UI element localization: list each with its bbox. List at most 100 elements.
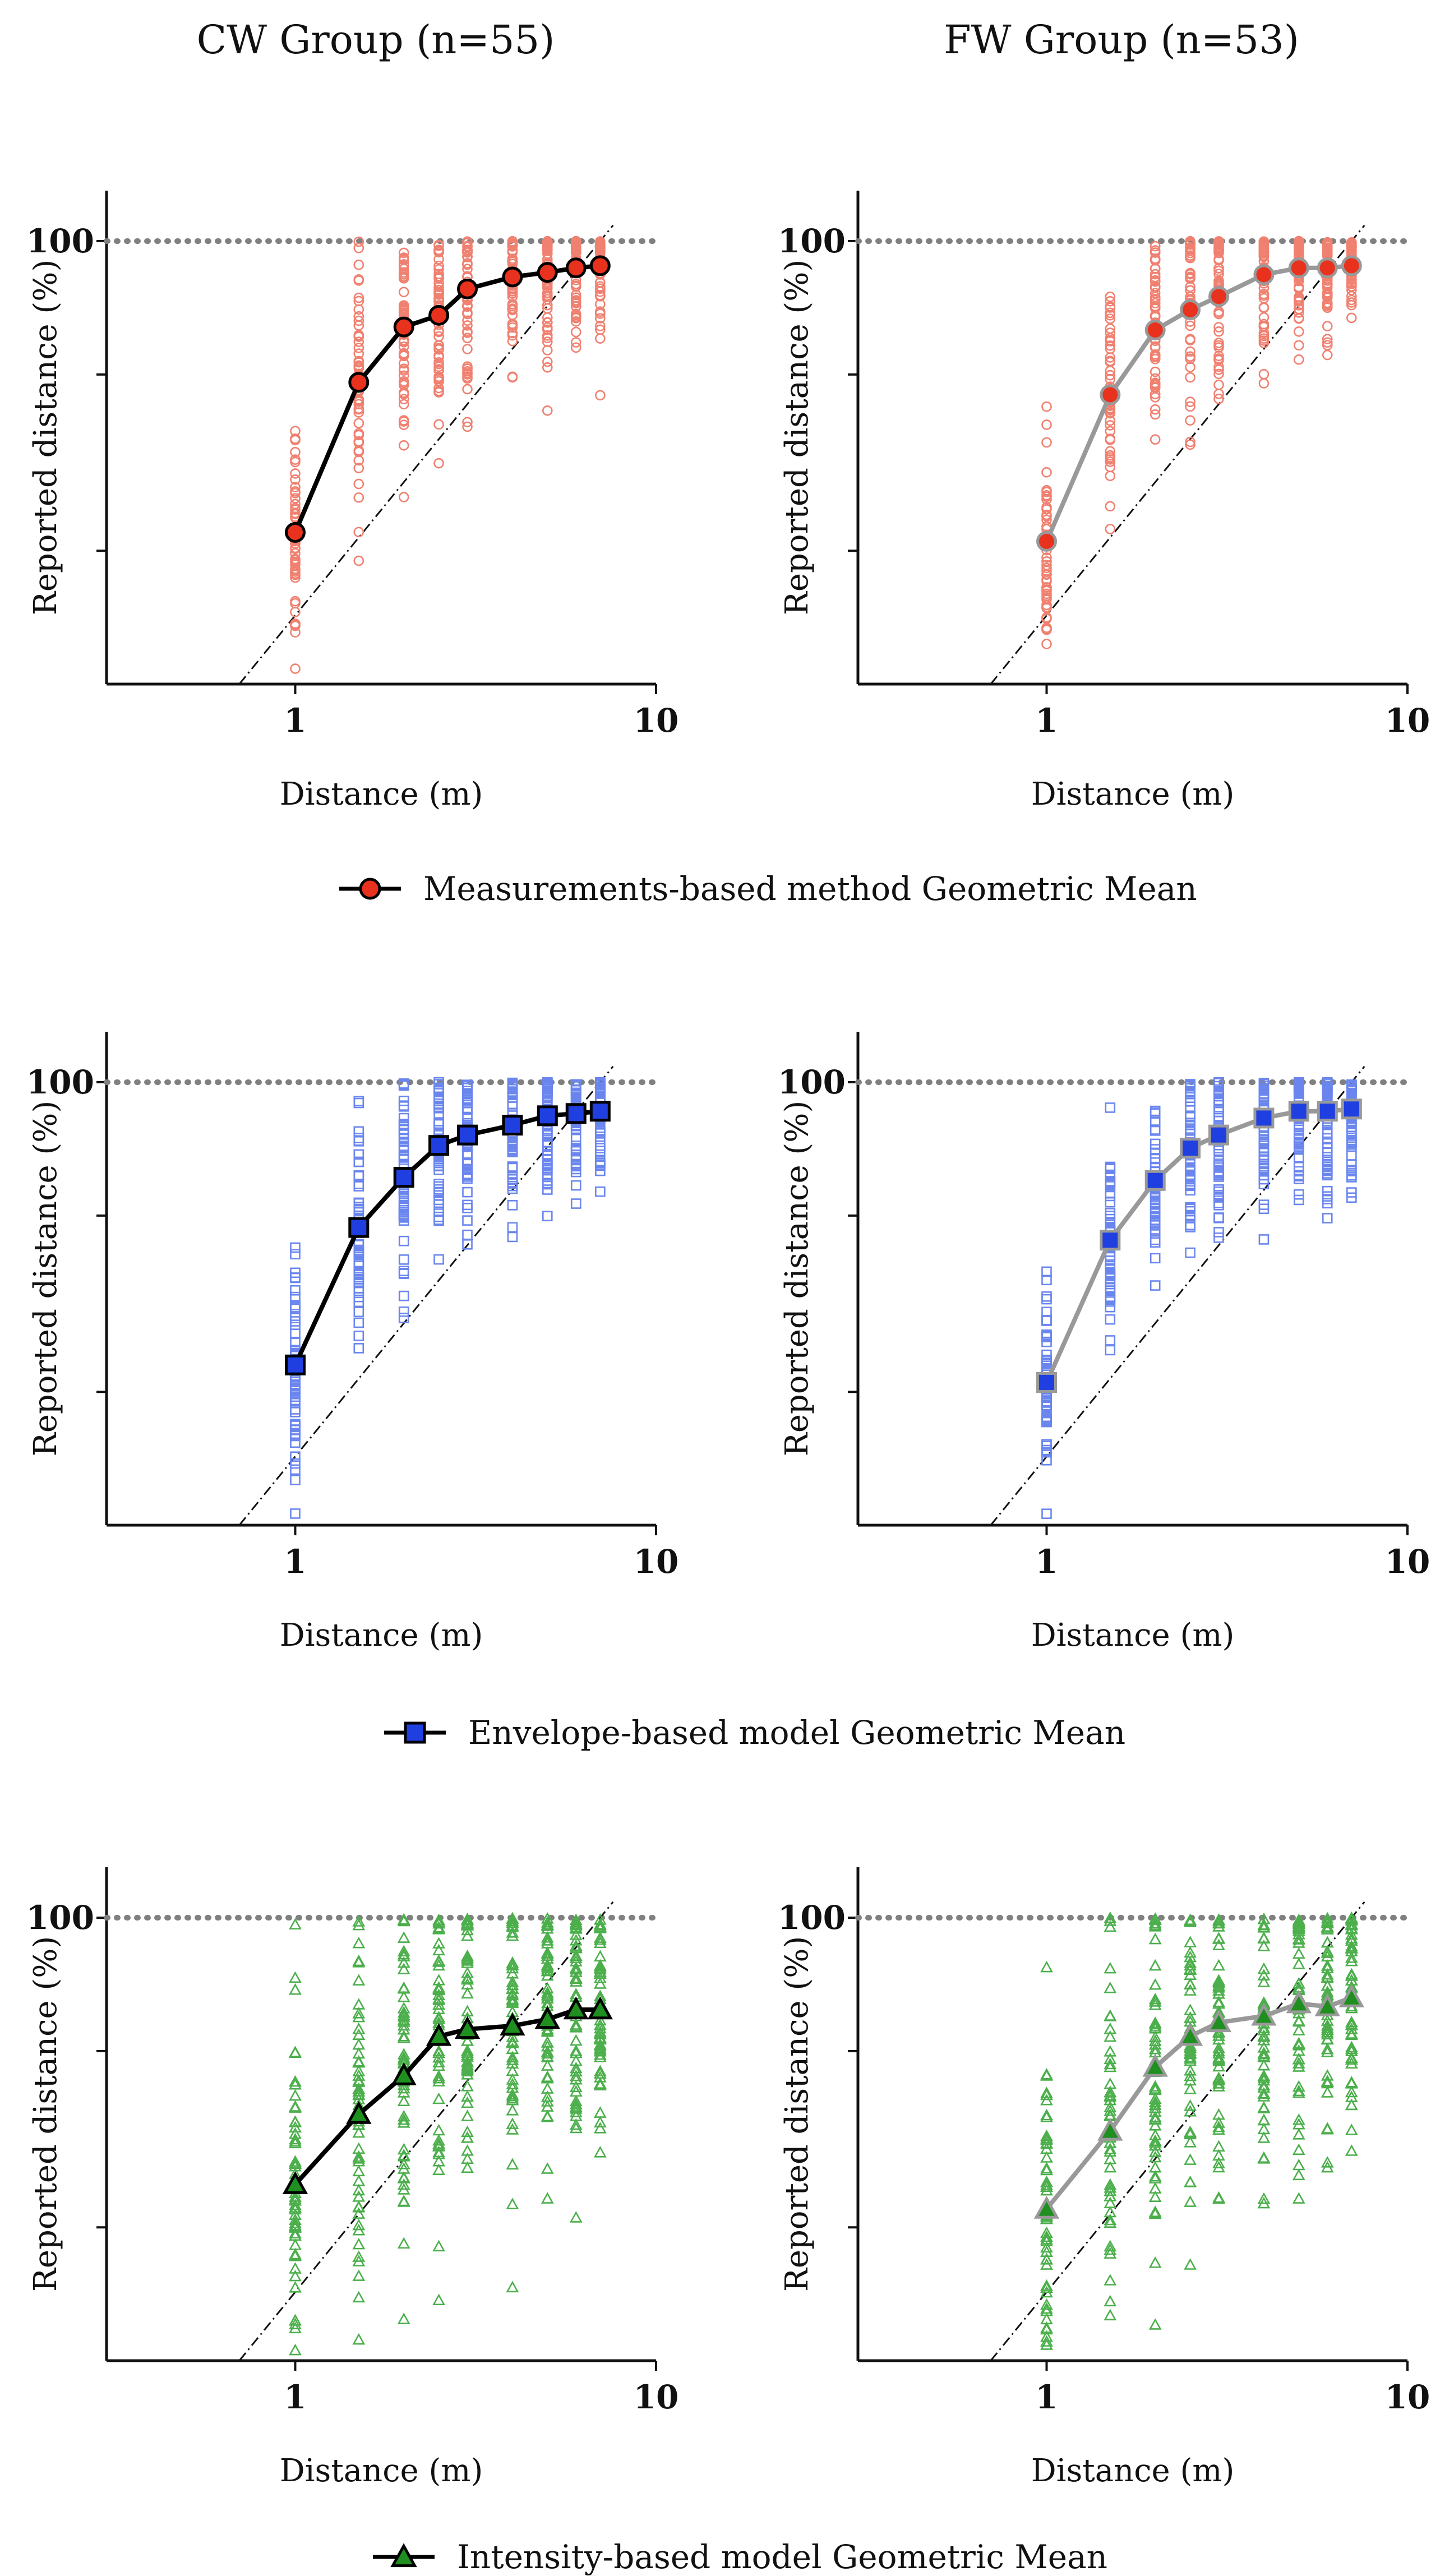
participant-point — [433, 386, 444, 398]
participant-point — [1150, 382, 1161, 393]
participant-point — [506, 2051, 519, 2063]
participant-point — [593, 2116, 607, 2128]
participant-point — [1258, 290, 1270, 301]
participant-point — [398, 370, 409, 381]
participant-point — [506, 2078, 519, 2090]
participant-point — [593, 2038, 607, 2050]
participant-point — [398, 336, 409, 348]
participant-point — [1258, 378, 1270, 389]
participant-point — [1150, 275, 1161, 287]
participant-point — [1184, 2136, 1197, 2148]
participant-point — [1041, 1314, 1052, 1326]
participant-point — [1148, 2318, 1162, 2330]
participant-point — [352, 2007, 366, 2019]
participant-point — [289, 2321, 302, 2334]
participant-point — [1105, 454, 1116, 465]
participant-point — [1292, 1919, 1305, 1931]
participant-point — [1292, 2192, 1305, 2204]
participant-point — [1040, 2212, 1053, 2224]
participant-point — [1185, 1179, 1195, 1190]
participant-point — [1105, 501, 1116, 512]
participant-point — [462, 252, 473, 262]
participant-point — [1345, 2077, 1358, 2089]
participant-point — [1345, 2051, 1358, 2063]
participant-point — [541, 2059, 554, 2071]
participant-point — [290, 482, 301, 493]
participant-point — [290, 474, 301, 485]
participant-point — [290, 433, 301, 444]
participant-point — [542, 1130, 553, 1141]
participant-point — [1041, 1455, 1052, 1466]
participant-point — [1040, 2298, 1053, 2310]
participant-point — [1041, 1315, 1052, 1326]
participant-point — [1322, 246, 1333, 257]
participant-point — [541, 1916, 554, 1928]
participant-point — [1292, 2080, 1305, 2092]
participant-point — [1104, 2143, 1117, 2154]
participant-point — [1212, 2191, 1225, 2203]
participant-point — [397, 2030, 410, 2042]
participant-point — [1322, 321, 1333, 332]
participant-point — [1040, 2108, 1053, 2121]
participant-point — [1213, 380, 1224, 390]
participant-point — [1346, 297, 1357, 308]
participant-point — [398, 377, 409, 389]
participant-point — [1041, 1336, 1052, 1347]
participant-point — [1184, 2176, 1197, 2187]
participant-point — [1322, 1185, 1333, 1197]
fw-group-title: FW Group (n=53) — [944, 17, 1299, 63]
participant-point — [398, 1150, 409, 1161]
participant-point — [1104, 2085, 1117, 2097]
participant-point — [289, 1971, 302, 1983]
geometric-mean-point — [1100, 384, 1121, 405]
participant-point — [1213, 354, 1224, 366]
participant-point — [569, 1949, 583, 1961]
participant-point — [569, 2106, 583, 2117]
participant-point — [1040, 2131, 1053, 2144]
participant-point — [1104, 2145, 1117, 2157]
participant-point — [352, 2022, 366, 2034]
participant-point — [353, 1197, 364, 1208]
geometric-mean-point — [587, 1996, 613, 2020]
participant-point — [507, 301, 518, 312]
participant-point — [507, 1177, 518, 1188]
participant-point — [1213, 1077, 1224, 1088]
participant-point — [1040, 2151, 1053, 2163]
participant-point — [352, 2250, 366, 2262]
participant-point — [289, 2046, 302, 2058]
participant-point — [433, 357, 444, 368]
identity-line — [238, 1065, 614, 1526]
participant-point — [506, 2092, 519, 2104]
y-axis-label: Reported distance (%) — [779, 260, 815, 616]
participant-point — [289, 2089, 302, 2101]
participant-point — [506, 2030, 519, 2042]
participant-point — [290, 1249, 301, 1260]
participant-point — [1293, 312, 1304, 324]
participant-point — [1185, 372, 1195, 383]
participant-point — [541, 1931, 554, 1943]
participant-point — [289, 2227, 302, 2239]
participant-point — [1105, 313, 1116, 324]
participant-point — [1041, 419, 1052, 430]
participant-point — [1257, 2090, 1271, 2102]
geometric-mean-point — [565, 1103, 587, 1124]
participant-point — [1292, 1977, 1305, 1989]
participant-point — [397, 2094, 410, 2107]
participant-point — [1346, 1170, 1357, 1181]
participant-point — [569, 2034, 583, 2046]
participant-point — [506, 1975, 519, 1987]
participant-point — [1257, 2021, 1271, 2033]
participant-point — [1322, 240, 1333, 251]
participant-point — [353, 428, 364, 439]
participant-point — [1184, 2054, 1197, 2066]
participant-point — [1257, 2131, 1271, 2143]
participant-point — [1148, 2119, 1162, 2131]
y-tick-label: 100 — [778, 222, 846, 260]
participant-point — [1150, 389, 1161, 400]
participant-point — [570, 1198, 581, 1209]
participant-point — [1150, 1237, 1161, 1248]
participant-point — [1041, 574, 1052, 585]
x-tick-label: 10 — [634, 2378, 679, 2416]
participant-point — [542, 248, 553, 259]
